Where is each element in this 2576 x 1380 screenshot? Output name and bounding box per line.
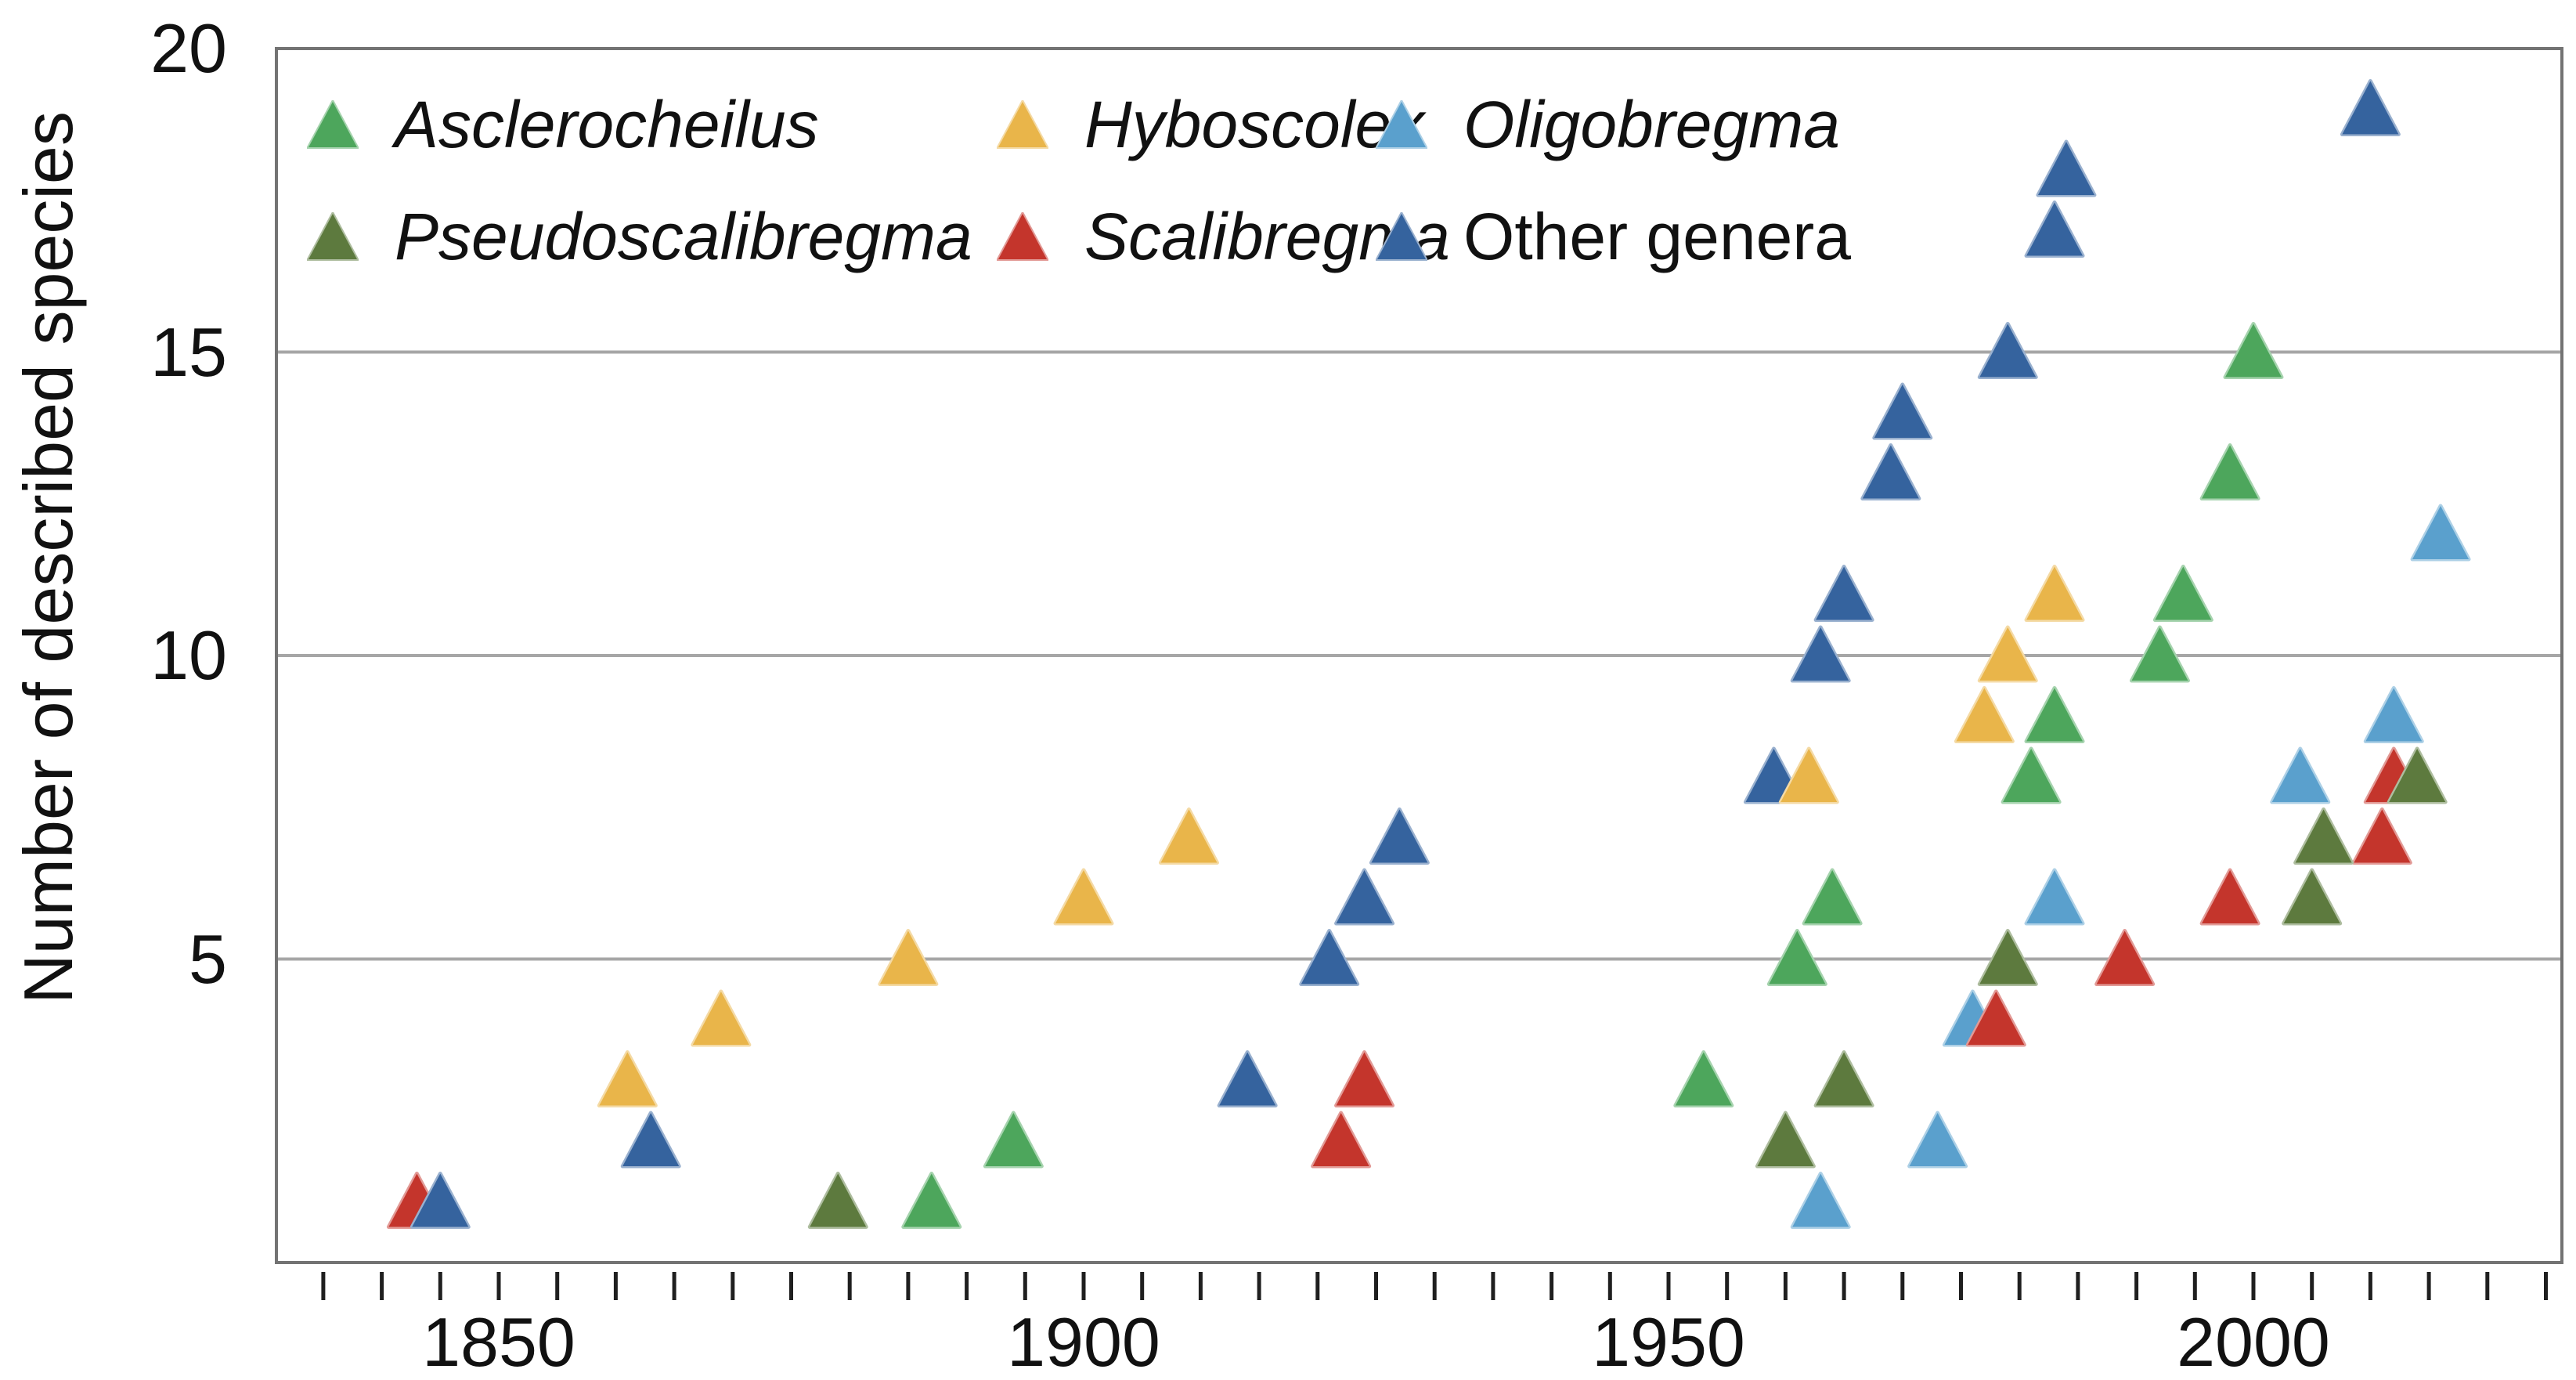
marker-asclerocheilus [1673, 1050, 1734, 1107]
legend-item-oligobregma: Oligobregma [1376, 88, 1840, 161]
marker-pseudoscalibregma [1813, 1050, 1874, 1107]
triangle-icon [1376, 212, 1427, 261]
marker-other-genera [620, 1111, 681, 1169]
marker-hyboscolex [691, 989, 752, 1047]
marker-pseudoscalibregma [2387, 746, 2448, 804]
legend-label: Asclerocheilus [395, 87, 819, 161]
marker-scalibregma [1311, 1111, 1372, 1169]
marker-pseudoscalibregma [2282, 868, 2343, 926]
triangle-icon [997, 212, 1048, 261]
marker-asclerocheilus [2223, 322, 2284, 379]
legend-label: Other genera [1463, 199, 1851, 273]
triangle-icon [997, 100, 1048, 149]
marker-other-genera [1369, 807, 1430, 865]
marker-hyboscolex [1053, 868, 1114, 926]
marker-other-genera [1790, 625, 1851, 683]
marker-pseudoscalibregma [1755, 1111, 1816, 1169]
marker-oligobregma [2410, 504, 2471, 562]
marker-other-genera [1299, 929, 1360, 986]
marker-pseudoscalibregma [2293, 807, 2354, 865]
plot-border [275, 47, 2563, 1264]
marker-asclerocheilus [2024, 686, 2085, 743]
marker-other-genera [2340, 79, 2401, 136]
marker-hyboscolex [1158, 807, 1219, 865]
marker-hyboscolex [878, 929, 939, 986]
marker-pseudoscalibregma [1977, 929, 2038, 986]
marker-hyboscolex [1954, 686, 2015, 743]
marker-pseudoscalibregma [807, 1172, 868, 1229]
marker-asclerocheilus [2199, 443, 2260, 500]
marker-hyboscolex [1778, 746, 1839, 804]
x-tick-label-1950: 1950 [1592, 1303, 1745, 1380]
legend-label: Pseudoscalibregma [395, 199, 972, 273]
marker-other-genera [1217, 1050, 1278, 1107]
marker-scalibregma [2351, 807, 2412, 865]
legend-item-pseudoscalibregma: Pseudoscalibregma [307, 200, 972, 273]
x-tick-label-1850: 1850 [422, 1303, 575, 1380]
marker-asclerocheilus [1766, 929, 1827, 986]
marker-other-genera [1860, 443, 1921, 500]
marker-hyboscolex [597, 1050, 658, 1107]
marker-asclerocheilus [983, 1111, 1044, 1169]
legend-item-hyboscolex: Hyboscolex [997, 88, 1424, 161]
marker-scalibregma [2094, 929, 2156, 986]
marker-oligobregma [1907, 1111, 1968, 1169]
marker-scalibregma [2199, 868, 2260, 926]
triangle-icon [307, 212, 359, 261]
marker-other-genera [2024, 200, 2085, 258]
marker-oligobregma [2363, 686, 2424, 743]
y-tick-label-20: 20 [150, 9, 227, 87]
marker-hyboscolex [2024, 565, 2085, 622]
marker-asclerocheilus [2152, 565, 2213, 622]
marker-asclerocheilus [1802, 868, 1863, 926]
marker-other-genera [409, 1172, 471, 1229]
y-tick-label-5: 5 [189, 920, 227, 998]
y-tick-label-10: 10 [150, 616, 227, 694]
marker-other-genera [1872, 382, 1933, 440]
marker-other-genera [1334, 868, 1395, 926]
y-tick-label-15: 15 [150, 313, 227, 391]
triangle-icon [307, 100, 359, 149]
marker-other-genera [2036, 139, 2097, 197]
marker-asclerocheilus [2001, 746, 2062, 804]
marker-oligobregma [2024, 868, 2085, 926]
marker-asclerocheilus [901, 1172, 962, 1229]
marker-other-genera [1977, 322, 2038, 379]
marker-scalibregma [1965, 989, 2026, 1047]
legend-item-asclerocheilus: Asclerocheilus [307, 88, 819, 161]
marker-hyboscolex [1977, 625, 2038, 683]
legend-item-other-genera: Other genera [1376, 200, 1851, 273]
x-tick-label-1900: 1900 [1007, 1303, 1160, 1380]
marker-asclerocheilus [2129, 625, 2190, 683]
marker-oligobregma [1790, 1172, 1851, 1229]
marker-oligobregma [2270, 746, 2331, 804]
marker-other-genera [1813, 565, 1874, 622]
legend-label: Oligobregma [1463, 87, 1840, 161]
marker-scalibregma [1334, 1050, 1395, 1107]
y-axis-title: Number of described species [9, 111, 87, 1004]
x-tick-label-2000: 2000 [2177, 1303, 2330, 1380]
triangle-icon [1376, 100, 1427, 149]
legend-label: Hyboscolex [1084, 87, 1425, 161]
